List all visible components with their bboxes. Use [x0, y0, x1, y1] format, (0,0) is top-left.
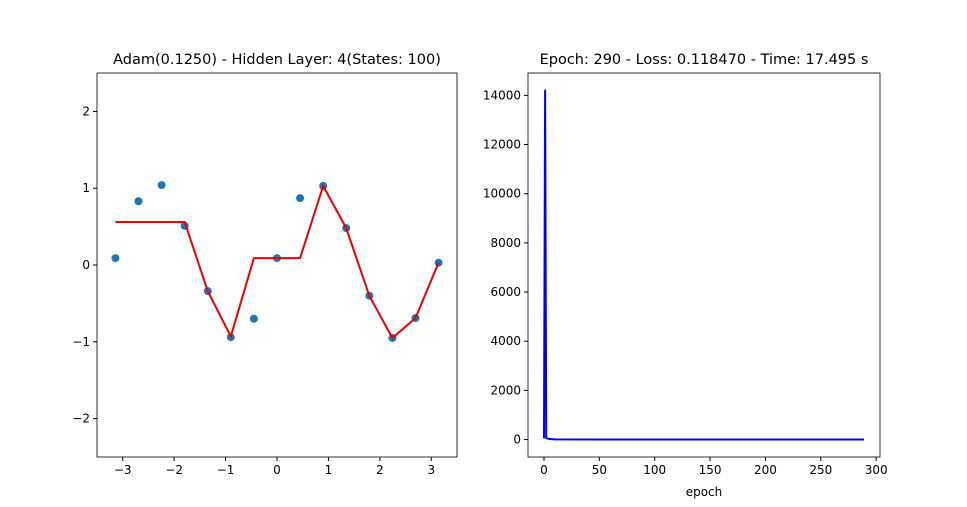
y-tick-label: 0 — [82, 258, 90, 272]
x-tick-label: −1 — [217, 463, 235, 477]
x-tick-label: 0 — [273, 463, 281, 477]
data-point — [157, 181, 166, 190]
data-line — [115, 184, 440, 339]
chart-title: Epoch: 290 - Loss: 0.118470 - Time: 17.4… — [540, 52, 869, 68]
x-tick-label: −3 — [114, 463, 132, 477]
y-tick-label: 0 — [513, 433, 521, 447]
data-point — [249, 314, 258, 323]
x-tick-label: 50 — [592, 463, 607, 477]
y-tick-label: 12000 — [483, 138, 521, 152]
x-tick-label: 1 — [325, 463, 333, 477]
data-point — [296, 194, 305, 203]
x-tick-label: 250 — [809, 463, 832, 477]
y-tick-label: 1 — [82, 181, 90, 195]
chart-panel: Adam(0.1250) - Hidden Layer: 4(States: 1… — [72, 52, 458, 477]
x-tick-label: 200 — [754, 463, 777, 477]
x-tick-label: 100 — [643, 463, 666, 477]
y-tick-label: 14000 — [483, 88, 521, 102]
x-tick-label: −2 — [165, 463, 183, 477]
y-tick-label: 6000 — [490, 285, 521, 299]
x-tick-label: 0 — [540, 463, 548, 477]
axes-frame — [96, 72, 458, 458]
chart-panel: Epoch: 290 - Loss: 0.118470 - Time: 17.4… — [483, 52, 888, 499]
x-tick-label: 3 — [427, 463, 435, 477]
y-tick-label: −1 — [72, 335, 90, 349]
y-tick-label: 2000 — [490, 383, 521, 397]
data-line — [543, 89, 865, 441]
axes-frame — [527, 72, 881, 458]
x-tick-label: 300 — [865, 463, 888, 477]
chart-title: Adam(0.1250) - Hidden Layer: 4(States: 1… — [113, 52, 441, 68]
data-point — [134, 197, 143, 206]
x-tick-label: 2 — [376, 463, 384, 477]
y-tick-label: 10000 — [483, 187, 521, 201]
y-tick-label: 2 — [82, 104, 90, 118]
x-axis-label: epoch — [686, 485, 723, 499]
y-tick-label: 8000 — [490, 236, 521, 250]
y-tick-label: −2 — [72, 412, 90, 426]
x-tick-label: 150 — [699, 463, 722, 477]
y-tick-label: 4000 — [490, 334, 521, 348]
data-point — [111, 254, 120, 263]
